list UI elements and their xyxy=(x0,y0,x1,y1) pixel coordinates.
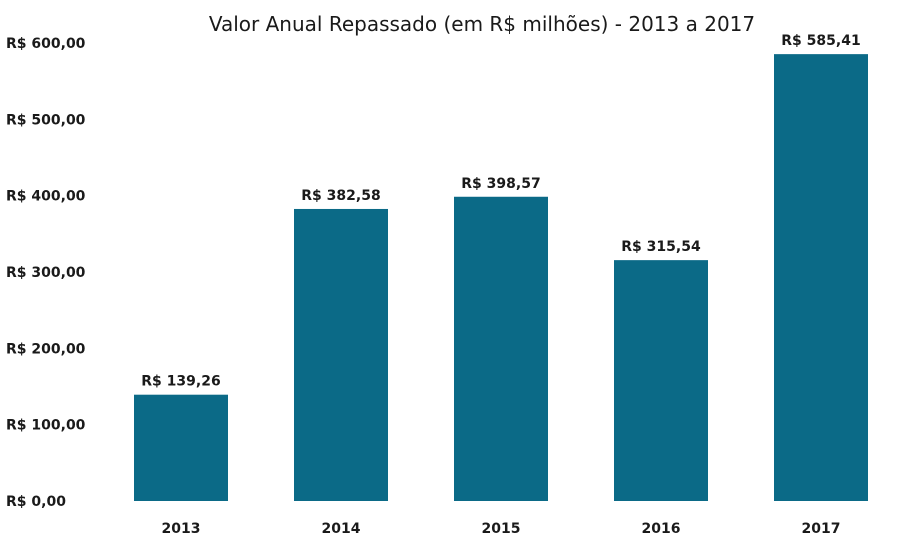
bar-2017 xyxy=(774,54,868,502)
chart-title: Valor Anual Repassado (em R$ milhões) - … xyxy=(209,12,755,36)
bars-group xyxy=(134,54,868,502)
x-tick-label-2014: 2014 xyxy=(322,521,361,537)
data-label-2014: R$ 382,58 xyxy=(301,188,380,204)
bar-2013 xyxy=(134,394,228,501)
data-label-2017: R$ 585,41 xyxy=(781,33,860,49)
bar-2014 xyxy=(294,208,388,501)
data-label-2016: R$ 315,54 xyxy=(621,239,701,255)
x-tick-label-2016: 2016 xyxy=(642,521,681,537)
y-tick-label: R$ 200,00 xyxy=(6,341,86,357)
y-tick-label: R$ 600,00 xyxy=(6,36,86,52)
x-tick-label-2013: 2013 xyxy=(162,521,201,537)
x-axis-labels: 2013 2014 2015 2016 2017 xyxy=(162,521,841,537)
y-tick-label: R$ 100,00 xyxy=(6,418,86,434)
x-tick-label-2017: 2017 xyxy=(802,521,841,537)
data-label-2013: R$ 139,26 xyxy=(141,374,220,390)
y-tick-label: R$ 400,00 xyxy=(6,189,86,205)
y-tick-label: R$ 500,00 xyxy=(6,112,86,128)
y-axis-ticks: R$ 0,00 R$ 100,00 R$ 200,00 R$ 300,00 R$ 400… xyxy=(6,36,86,510)
y-tick-label: R$ 300,00 xyxy=(6,265,86,281)
x-tick-label-2015: 2015 xyxy=(482,521,521,537)
bar-2015 xyxy=(454,196,548,501)
data-labels-group: R$ 139,26 R$ 382,58 R$ 398,57 R$ 315,54 R$ 5… xyxy=(141,33,860,390)
bar-2016 xyxy=(614,260,708,501)
data-label-2015: R$ 398,57 xyxy=(461,176,540,192)
y-tick-label: R$ 0,00 xyxy=(6,494,66,510)
